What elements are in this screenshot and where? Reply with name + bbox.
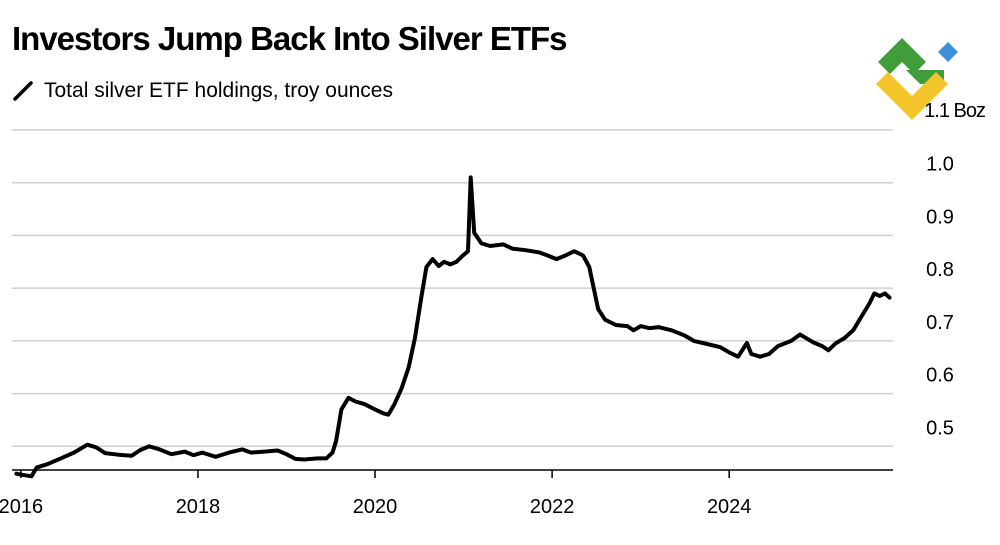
x-tick-label-2016: 2016 [0, 496, 43, 518]
legend: Total silver ETF holdings, troy ounces [12, 78, 393, 104]
y-unit-label: 1.1 Boz [924, 100, 985, 122]
x-tick-label-2020: 2020 [353, 496, 398, 518]
y-tick-label-1.0: 1.0 [926, 154, 954, 176]
series-line-0 [14, 175, 892, 479]
y-tick-label-0.6: 0.6 [926, 365, 954, 387]
legend-line-icon [13, 81, 33, 101]
legend-label: Total silver ETF holdings, troy ounces [44, 79, 393, 102]
x-tick-label-2024: 2024 [707, 496, 752, 518]
y-tick-label-0.5: 0.5 [926, 417, 954, 439]
brand-logo-icon [876, 38, 958, 120]
chart-title: Investors Jump Back Into Silver ETFs [12, 20, 568, 57]
y-tick-label-0.8: 0.8 [926, 259, 954, 281]
y-tick-label-0.7: 0.7 [926, 312, 954, 334]
x-tick-label-2022: 2022 [530, 496, 575, 518]
x-tick-label-2018: 2018 [176, 496, 221, 518]
y-tick-label-0.9: 0.9 [926, 206, 954, 228]
